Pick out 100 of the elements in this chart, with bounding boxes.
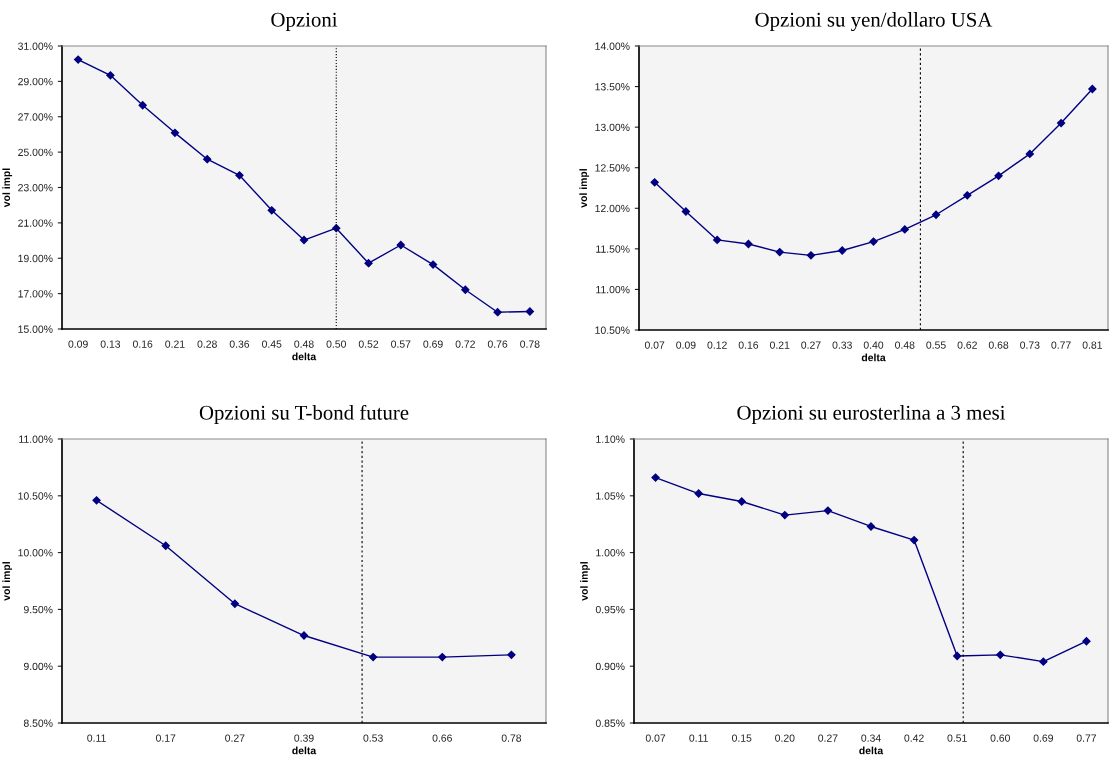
point (230, 599, 239, 608)
point (106, 71, 115, 80)
y-tick-label: 14.00% (595, 42, 630, 50)
x-tick-label: 0.12 (707, 341, 727, 349)
y-tick-label: 13.00% (595, 123, 630, 132)
point (438, 652, 447, 662)
x-tick-label: 0.78 (501, 734, 522, 742)
x-tick-label: 0.21 (769, 341, 790, 349)
x-tick-label: 0.33 (832, 341, 852, 349)
x-axis-title: delta (292, 746, 317, 755)
point (92, 496, 101, 505)
point (909, 535, 919, 545)
point (396, 240, 405, 250)
x-tick-label: 0.34 (861, 734, 881, 742)
x-tick-label: 0.11 (87, 734, 106, 742)
y-tick-label: 11.00% (19, 435, 53, 443)
x-tick-label: 0.40 (863, 341, 884, 349)
x-tick-label: 0.16 (738, 341, 759, 349)
x-tick-label: 0.69 (1033, 734, 1054, 742)
chart-title: Opzioni (271, 12, 338, 31)
point (1056, 118, 1066, 128)
chart-title: Opzioni su yen/dollaro USA (755, 12, 993, 32)
y-tick-label: 9.00% (23, 662, 53, 671)
point (364, 259, 373, 268)
x-tick-label: 0.27 (818, 734, 838, 742)
point (713, 235, 722, 245)
y-axis-title: vol impl (580, 562, 590, 601)
x-tick-label: 0.81 (1082, 341, 1102, 349)
y-tick-label: 10.50% (595, 326, 630, 334)
y-tick-label: 29.00% (18, 77, 53, 86)
point (651, 473, 660, 482)
x-tick-label: 0.57 (391, 340, 411, 348)
y-tick-label: 25.00% (18, 148, 53, 156)
y-tick-label: 10.50% (18, 492, 53, 500)
x-tick-label: 0.21 (165, 340, 185, 348)
y-tick-label: 21.00% (18, 219, 53, 227)
point (138, 101, 147, 110)
point (900, 225, 909, 234)
point (170, 128, 180, 137)
point (525, 307, 534, 316)
x-axis-title: delta (292, 352, 317, 361)
x-tick-label: 0.78 (520, 340, 540, 348)
point (507, 650, 516, 659)
y-tick-label: 1.05% (596, 492, 625, 500)
x-axis-title: delta (859, 746, 884, 755)
x-tick-label: 0.52 (358, 340, 379, 348)
x-tick-label: 0.39 (294, 734, 314, 742)
x-axis-title: delta (861, 353, 886, 362)
x-tick-label: 0.16 (132, 340, 153, 348)
point (161, 541, 170, 550)
x-tick-label: 0.36 (229, 340, 250, 348)
y-tick-label: 13.50% (595, 83, 630, 91)
y-tick-label: 12.00% (595, 204, 630, 213)
x-tick-label: 0.77 (1051, 341, 1071, 349)
point (953, 651, 962, 661)
x-tick-label: 0.45 (262, 340, 282, 348)
y-tick-label: 0.90% (595, 662, 625, 671)
y-tick-label: 23.00% (18, 184, 53, 192)
point (1025, 149, 1034, 159)
y-tick-label: 1.00% (596, 549, 625, 557)
x-tick-label: 0.48 (895, 341, 915, 349)
y-tick-label: 8.50% (23, 719, 53, 727)
x-tick-label: 0.20 (775, 734, 795, 742)
x-tick-label: 0.07 (645, 734, 666, 742)
x-tick-label: 0.13 (100, 340, 121, 348)
y-axis-title: vol impl (2, 562, 13, 601)
x-tick-label: 0.68 (988, 341, 1009, 349)
chart-title: Opzioni su eurosterlina a 3 mesi (737, 405, 1006, 424)
point (461, 285, 470, 294)
x-tick-label: 0.17 (155, 734, 176, 742)
point (737, 497, 746, 506)
x-tick-label: 0.76 (487, 340, 508, 348)
x-tick-label: 0.42 (904, 734, 924, 742)
point (74, 55, 83, 64)
x-tick-label: 0.60 (990, 734, 1010, 742)
point (332, 224, 341, 233)
chart-title: Opzioni su T-bond future (199, 404, 409, 424)
x-tick-label: 0.51 (947, 734, 967, 742)
y-tick-label: 1.10% (596, 435, 625, 443)
x-tick-label: 0.72 (455, 340, 475, 348)
point (650, 178, 659, 187)
point (780, 510, 789, 520)
point (931, 210, 941, 219)
point (869, 237, 878, 246)
y-tick-label: 27.00% (18, 113, 53, 121)
y-tick-label: 10.00% (18, 549, 53, 557)
y-tick-label: 0.85% (595, 719, 625, 727)
y-tick-label: 11.00% (596, 285, 630, 294)
x-tick-label: 0.55 (926, 341, 946, 349)
point (694, 489, 703, 498)
point (744, 239, 753, 249)
point (963, 191, 972, 200)
x-tick-label: 0.15 (732, 734, 752, 742)
y-tick-label: 9.50% (23, 605, 53, 614)
point (1039, 657, 1048, 666)
x-tick-label: 0.77 (1076, 734, 1097, 742)
y-tick-label: 17.00% (18, 290, 53, 298)
x-tick-label: 0.27 (801, 341, 821, 349)
point (299, 235, 309, 245)
x-tick-label: 0.27 (225, 734, 245, 742)
